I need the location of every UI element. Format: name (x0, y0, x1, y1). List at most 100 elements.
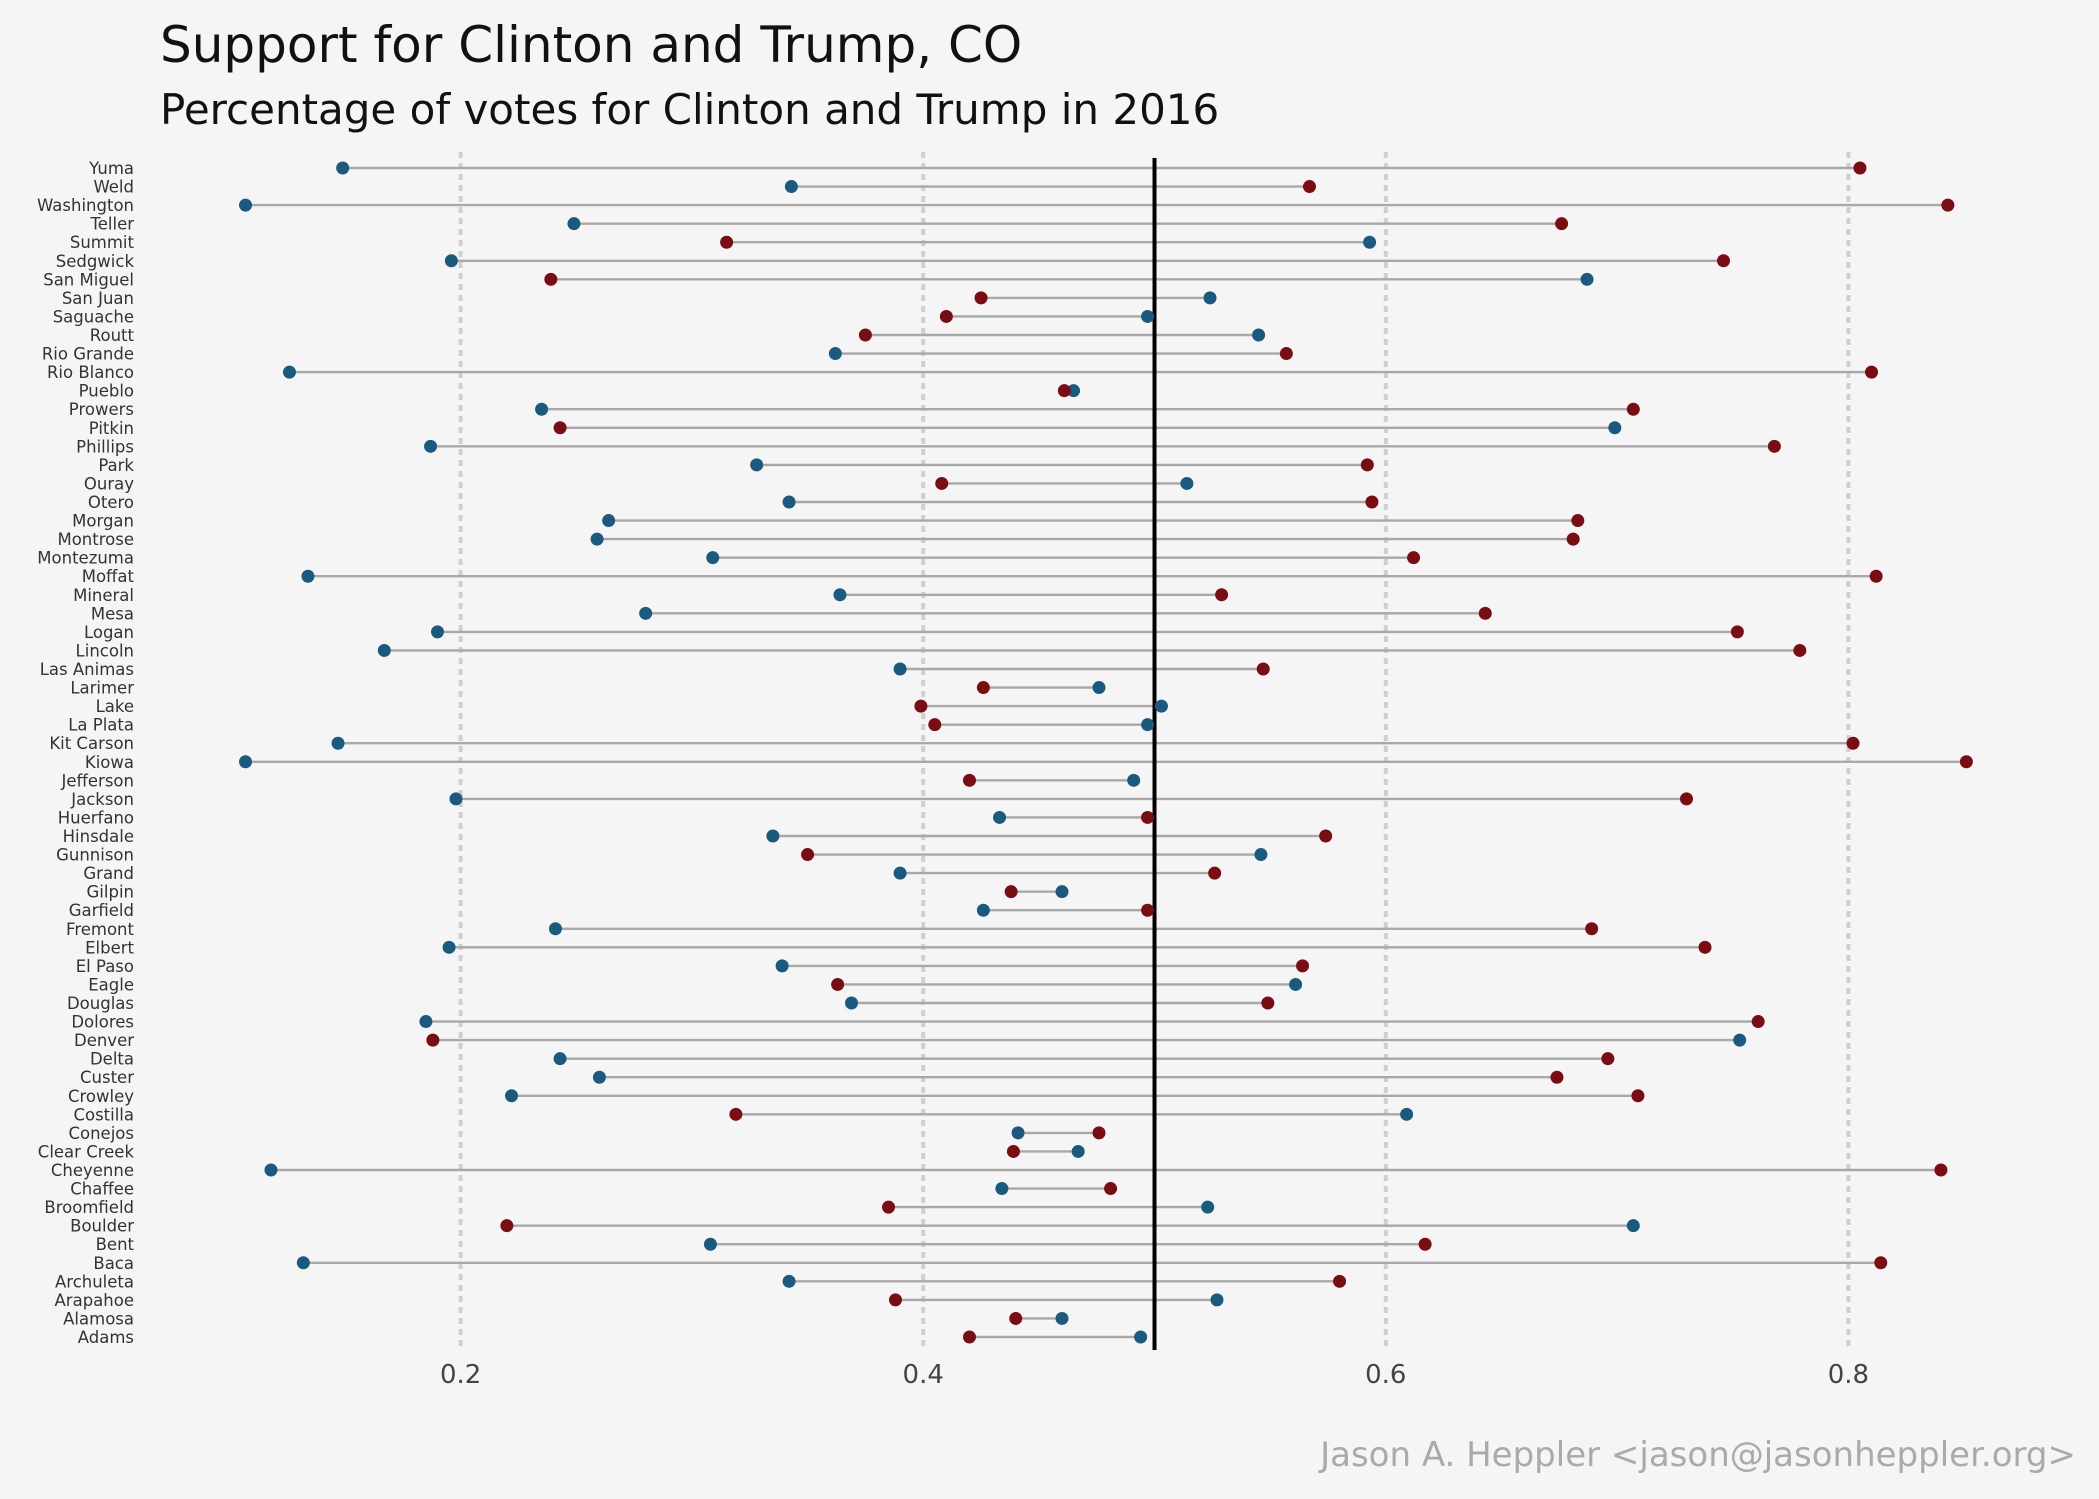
county-label-routt: Routt (90, 326, 135, 345)
trump-point-baca (1874, 1256, 1888, 1270)
county-label-kiowa: Kiowa (85, 753, 134, 772)
county-label-lake: Lake (96, 697, 134, 716)
clinton-point-bent (703, 1237, 717, 1251)
trump-point-douglas (1261, 996, 1275, 1010)
county-label-yuma: Yuma (88, 159, 134, 178)
clinton-point-conejos (1011, 1126, 1025, 1140)
trump-point-el-paso (1296, 959, 1310, 973)
trump-point-san-miguel (544, 272, 558, 286)
clinton-point-ouray (1180, 476, 1194, 490)
trump-point-huerfano (1141, 810, 1155, 824)
trump-point-park (1360, 458, 1374, 472)
trump-point-archuleta (1333, 1274, 1347, 1288)
clinton-point-jackson (449, 792, 463, 806)
county-label-lincoln: Lincoln (76, 641, 134, 660)
clinton-point-pitkin (1608, 421, 1622, 435)
county-label-rio-blanco: Rio Blanco (47, 363, 134, 382)
dumbbell-segments (245, 166, 1967, 1339)
county-label-costilla: Costilla (73, 1105, 134, 1124)
clinton-point-cheyenne (264, 1163, 278, 1177)
trump-point-dolores (1751, 1015, 1765, 1029)
county-label-montrose: Montrose (57, 530, 134, 549)
trump-point-elbert (1698, 940, 1712, 954)
county-label-chaffee: Chaffee (70, 1180, 134, 1199)
trump-point-chaffee (1104, 1182, 1118, 1196)
county-label-adams: Adams (78, 1328, 134, 1347)
clinton-point-mineral (833, 588, 847, 602)
trump-point-weld (1302, 180, 1316, 194)
county-label-broomfield: Broomfield (44, 1198, 134, 1217)
county-label-gunnison: Gunnison (56, 846, 134, 865)
dumbbell-points (239, 161, 1973, 1344)
trump-point-bent (1418, 1237, 1432, 1251)
clinton-point-lake (1154, 699, 1168, 713)
clinton-point-chaffee (995, 1182, 1009, 1196)
clinton-point-jefferson (1127, 773, 1141, 787)
county-label-fremont: Fremont (66, 920, 134, 939)
trump-point-mesa (1478, 606, 1492, 620)
clinton-point-hinsdale (766, 829, 780, 843)
trump-point-delta (1601, 1052, 1615, 1066)
county-label-logan: Logan (84, 623, 134, 642)
clinton-point-costilla (1400, 1107, 1414, 1121)
clinton-point-san-miguel (1580, 272, 1594, 286)
trump-point-morgan (1571, 514, 1585, 528)
clinton-point-morgan (602, 514, 616, 528)
trump-point-arapahoe (888, 1293, 902, 1307)
county-label-park: Park (98, 456, 134, 475)
trump-point-sedgwick (1717, 254, 1731, 268)
chart-title: Support for Clinton and Trump, CO (160, 16, 1022, 74)
trump-point-mineral (1215, 588, 1229, 602)
county-label-washington: Washington (37, 196, 134, 215)
trump-point-boulder (500, 1219, 514, 1233)
clinton-point-gunnison (1254, 848, 1268, 862)
county-label-saguache: Saguache (53, 307, 134, 326)
trump-point-la-plata (928, 718, 942, 732)
county-label-el-paso: El Paso (76, 957, 134, 976)
county-labels: YumaWeldWashingtonTellerSummitSedgwickSa… (37, 159, 134, 1347)
county-label-summit: Summit (70, 233, 135, 252)
clinton-point-weld (784, 180, 798, 194)
clinton-point-lincoln (377, 643, 391, 657)
trump-point-hinsdale (1319, 829, 1333, 843)
trump-point-costilla (729, 1107, 743, 1121)
county-label-elbert: Elbert (85, 938, 134, 957)
county-label-weld: Weld (93, 178, 134, 197)
clinton-point-summit (1363, 235, 1377, 249)
county-label-moffat: Moffat (82, 567, 135, 586)
county-label-mineral: Mineral (73, 586, 134, 605)
county-label-dolores: Dolores (71, 1013, 134, 1032)
clinton-point-park (750, 458, 764, 472)
county-label-arapahoe: Arapahoe (55, 1291, 134, 1310)
trump-point-ouray (935, 476, 949, 490)
clinton-point-kit-carson (331, 736, 345, 750)
x-axis-ticks: 0.2 0.4 0.6 0.8 (440, 1360, 1869, 1390)
clinton-point-routt (1252, 328, 1266, 342)
trump-point-denver (426, 1033, 440, 1047)
county-label-custer: Custer (80, 1068, 134, 1087)
clinton-point-el-paso (775, 959, 789, 973)
trump-point-montrose (1566, 532, 1580, 546)
county-label-douglas: Douglas (67, 994, 134, 1013)
county-label-alamosa: Alamosa (63, 1309, 134, 1328)
x-tick-label: 0.4 (903, 1360, 944, 1390)
county-label-phillips: Phillips (76, 437, 134, 456)
county-label-montezuma: Montezuma (37, 549, 134, 568)
x-tick-label: 0.6 (1365, 1360, 1406, 1390)
clinton-point-gilpin (1055, 885, 1069, 899)
clinton-point-moffat (301, 569, 315, 583)
x-tick-label: 0.2 (440, 1360, 481, 1390)
county-label-otero: Otero (88, 493, 134, 512)
county-label-delta: Delta (90, 1050, 134, 1069)
trump-point-yuma (1853, 161, 1867, 175)
clinton-point-arapahoe (1210, 1293, 1224, 1307)
trump-point-routt (858, 328, 872, 342)
trump-point-san-juan (974, 291, 988, 305)
x-tick-label: 0.8 (1828, 1360, 1869, 1390)
trump-point-clear-creek (1006, 1144, 1020, 1158)
clinton-point-saguache (1141, 309, 1155, 323)
trump-point-cheyenne (1934, 1163, 1948, 1177)
clinton-point-crowley (505, 1089, 519, 1103)
clinton-point-larimer (1092, 681, 1106, 695)
clinton-point-eagle (1289, 977, 1303, 991)
